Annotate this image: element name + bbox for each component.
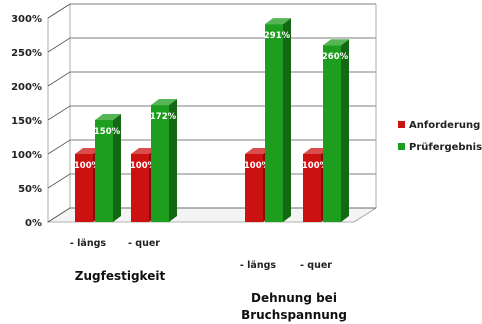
data-label: 100%	[130, 161, 157, 171]
data-label: 150%	[94, 127, 121, 137]
bar-front	[151, 105, 169, 222]
bar-1-0: 150%	[94, 114, 121, 222]
y-tick-label: 150%	[11, 116, 42, 127]
data-label: 100%	[74, 161, 101, 171]
y-tick-label: 250%	[11, 48, 42, 59]
category-label: - quer	[300, 260, 332, 271]
y-tick-label: 50%	[18, 184, 42, 195]
bar-front	[245, 154, 263, 222]
category-label: - quer	[128, 238, 160, 249]
data-label: 260%	[322, 52, 349, 62]
bar-front	[75, 154, 93, 222]
legend-label: Prüfergebniss	[409, 142, 482, 153]
y-tick-label: 0%	[25, 218, 42, 229]
bar-side	[341, 39, 349, 223]
group-label: Dehnung bei	[251, 291, 337, 305]
legend-label: Anforderung	[409, 120, 480, 131]
bar-top	[131, 148, 157, 154]
data-label: 291%	[264, 31, 291, 41]
bar-front	[95, 120, 113, 222]
bar-top	[265, 18, 291, 25]
group-label: Bruchspannung	[241, 308, 347, 322]
bar-front	[265, 24, 283, 223]
y-tick-label: 300%	[11, 14, 42, 25]
legend-item-1: Prüfergebniss	[398, 142, 482, 153]
bar-top	[75, 148, 101, 154]
bar-front	[131, 154, 149, 222]
bar-front	[323, 45, 341, 223]
bar-top	[303, 148, 329, 154]
y-tick-label: 100%	[11, 150, 42, 161]
legend: Anforderung Prüfergebniss	[398, 120, 482, 153]
bar-side	[283, 18, 291, 223]
data-label: 100%	[244, 161, 271, 171]
bar-1-3: 260%	[322, 39, 349, 223]
bar-top	[95, 114, 121, 120]
group-label: Zugfestigkeit	[75, 269, 166, 283]
bars: 100% 150% 100% 172% 100% 291% 100% 260%	[74, 18, 349, 223]
bar-top	[323, 39, 349, 46]
legend-item-0: Anforderung	[398, 120, 480, 131]
category-label: - längs	[70, 238, 106, 249]
x-axis-categories: - längs - quer - längs - quer	[70, 238, 332, 271]
bar-side	[169, 99, 177, 222]
bar-1-1: 172%	[150, 99, 177, 222]
y-tick-label: 200%	[11, 82, 42, 93]
data-label: 100%	[302, 161, 329, 171]
bar-front	[303, 154, 321, 222]
bar-top	[151, 99, 177, 106]
bar-1-2: 291%	[264, 18, 291, 223]
y-axis-ticks: 0% 50% 100% 150% 200% 250% 300%	[11, 14, 42, 229]
legend-swatch	[398, 121, 405, 128]
gridline	[47, 3, 376, 19]
bar-top	[245, 148, 271, 154]
x-axis-groups: Zugfestigkeit Dehnung bei Bruchspannung	[75, 269, 347, 322]
bar-side	[113, 114, 121, 222]
category-label: - längs	[240, 260, 276, 271]
legend-swatch	[398, 143, 405, 150]
data-label: 172%	[150, 112, 177, 122]
